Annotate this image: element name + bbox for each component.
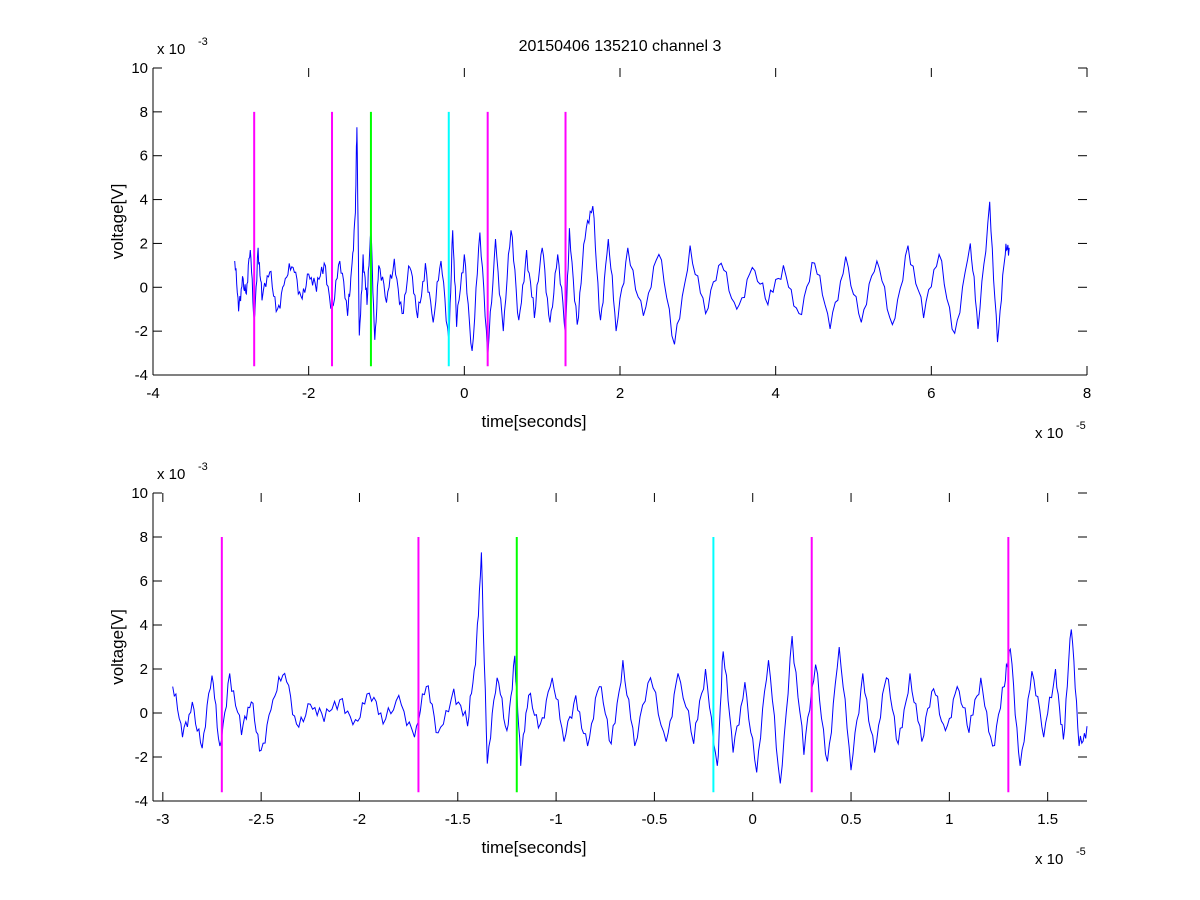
y-tick-label: -4: [135, 367, 148, 384]
y-tick-label: 8: [140, 104, 148, 121]
y-tick-label: 2: [140, 661, 148, 678]
bottom-plot: -3 -2.5 -2 -1.5 -1 -0.5 0 0.5 1 1.5 -4 -2 0 2 4 6 8 10 tim…: [108, 461, 1088, 868]
y-tick-label: 10: [131, 485, 148, 502]
y-multiplier: x 10: [157, 466, 185, 483]
x-tick-label: -3: [156, 811, 169, 828]
x-tick-label: -0.5: [641, 811, 667, 828]
x-tick-label: 6: [927, 385, 935, 402]
top-plot: -4 -2 0 2 4 6 8 -4 -2 0 2 4 6 8 10 time[seconds] voltage…: [108, 36, 1091, 442]
x-tick-label: 0.5: [841, 811, 862, 828]
y-multiplier-exponent: -3: [198, 461, 208, 473]
x-tick-label: -2: [302, 385, 315, 402]
x-multiplier: x 10: [1035, 425, 1063, 442]
x-tick-label: 4: [771, 385, 779, 402]
y-tick-label: 4: [140, 192, 148, 209]
x-axis-label: time[seconds]: [482, 838, 587, 857]
y-tick-label: 6: [140, 573, 148, 590]
y-tick-label: 8: [140, 529, 148, 546]
x-tick-label: 2: [616, 385, 624, 402]
x-multiplier-exponent: -5: [1076, 420, 1086, 432]
figure-title: 20150406 135210 channel 3: [519, 38, 722, 55]
y-axis-label: voltage[V]: [108, 609, 127, 685]
y-tick-label: 0: [140, 705, 148, 722]
x-tick-label: 0: [749, 811, 757, 828]
x-tick-label: 1.5: [1037, 811, 1058, 828]
x-tick-label: 1: [945, 811, 953, 828]
x-tick-label: -2: [353, 811, 366, 828]
x-multiplier: x 10: [1035, 851, 1063, 868]
x-tick-label: -2.5: [248, 811, 274, 828]
signal-line: [172, 552, 1088, 784]
y-tick-label: 6: [140, 148, 148, 165]
x-multiplier-exponent: -5: [1076, 846, 1086, 858]
y-tick-label: -4: [135, 793, 148, 810]
y-tick-label: 10: [131, 60, 148, 77]
signal-line: [234, 127, 1010, 358]
x-tick-label: -1.5: [445, 811, 471, 828]
x-tick-label: 8: [1083, 385, 1091, 402]
y-multiplier-exponent: -3: [198, 36, 208, 48]
y-tick-label: -2: [135, 323, 148, 340]
y-tick-label: 0: [140, 279, 148, 296]
y-tick-label: 2: [140, 235, 148, 252]
x-tick-label: -4: [146, 385, 159, 402]
x-tick-label: 0: [460, 385, 468, 402]
y-multiplier: x 10: [157, 41, 185, 58]
y-tick-label: -2: [135, 749, 148, 766]
y-tick-label: 4: [140, 617, 148, 634]
x-axis-label: time[seconds]: [482, 412, 587, 431]
y-axis-label: voltage[V]: [108, 184, 127, 260]
x-tick-label: -1: [549, 811, 562, 828]
